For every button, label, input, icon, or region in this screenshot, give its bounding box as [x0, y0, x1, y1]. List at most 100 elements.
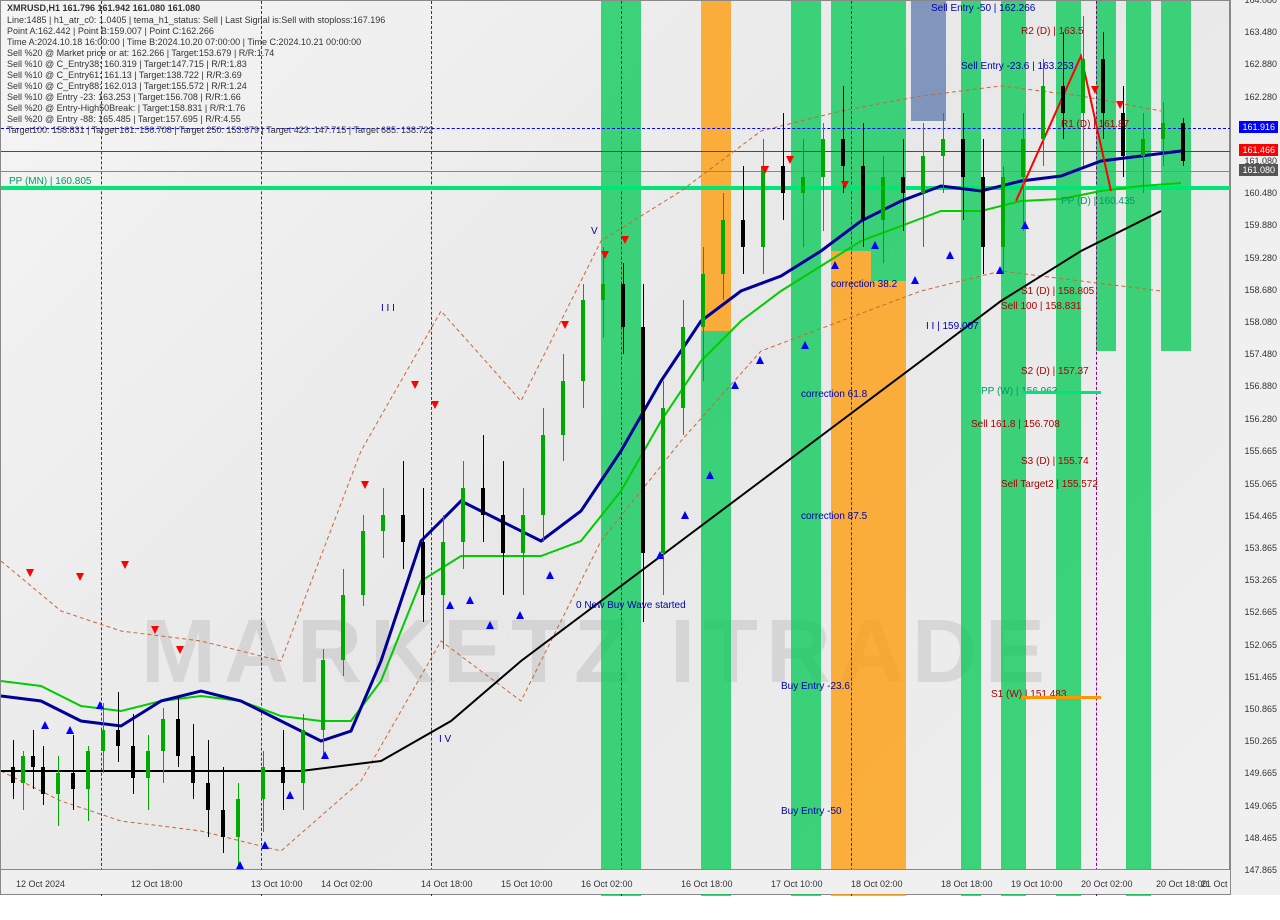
arrow-up-icon [871, 241, 879, 249]
green-zone [961, 1, 981, 896]
info-line: Sell %10 @ C_Entry88: 162.013 | Target:1… [7, 81, 247, 91]
candle-wick [58, 756, 59, 826]
candle-wick [883, 156, 884, 263]
candle-wick [383, 488, 384, 558]
info-line: Sell %20 @ Entry-High50Break: | Target:1… [7, 103, 245, 113]
arrow-down-icon [361, 481, 369, 489]
chart-annotation: correction 87.5 [801, 511, 867, 522]
candle-wick [423, 488, 424, 622]
arrow-down-icon [176, 646, 184, 654]
candle-wick [703, 247, 704, 381]
price-marker: 161.080 [1239, 164, 1278, 176]
chart-annotation: PP (D) | 160.435 [1061, 196, 1135, 207]
green-zone [1056, 1, 1081, 896]
time-tick: 15 Oct 10:00 [501, 879, 553, 889]
price-tick: 162.880 [1244, 59, 1277, 69]
time-tick: 20 Oct 02:00 [1081, 879, 1133, 889]
chart-container[interactable]: MARKETZ ITRADE PP (MN) | 160.805Sell Ent… [0, 0, 1230, 895]
arrow-down-icon [761, 166, 769, 174]
candle-wick [923, 123, 924, 246]
candle-wick [223, 767, 224, 853]
chart-annotation: Sell 100 | 158.831 [1001, 301, 1081, 312]
chart-annotation: Sell Entry -23.6 | 163.253 [961, 61, 1074, 72]
arrow-up-icon [911, 276, 919, 284]
candle-wick [983, 139, 984, 273]
candle-wick [403, 461, 404, 568]
candle-wick [463, 461, 464, 568]
blue-zone [911, 1, 946, 121]
candle-wick [1123, 86, 1124, 177]
candle-wick [483, 435, 484, 542]
time-tick: 12 Oct 18:00 [131, 879, 183, 889]
info-line: Time A:2024.10.18 16:00:00 | Time B:2024… [7, 37, 361, 47]
candle-wick [263, 751, 264, 831]
arrow-up-icon [466, 596, 474, 604]
price-tick: 149.665 [1244, 768, 1277, 778]
candle-wick [88, 746, 89, 821]
vertical-line [101, 1, 102, 896]
price-tick: 147.865 [1244, 865, 1277, 875]
arrow-up-icon [681, 511, 689, 519]
time-tick: 16 Oct 02:00 [581, 879, 633, 889]
arrow-up-icon [41, 721, 49, 729]
chart-annotation: R1 (D) | 161.87 [1061, 119, 1129, 130]
chart-annotation: Sell 161.8 | 156.708 [971, 419, 1060, 430]
arrow-down-icon [561, 321, 569, 329]
price-tick: 159.280 [1244, 253, 1277, 263]
price-tick: 163.480 [1244, 27, 1277, 37]
green-zone [871, 1, 906, 281]
arrow-down-icon [431, 401, 439, 409]
chart-annotation: S3 (D) | 155.74 [1021, 456, 1089, 467]
info-line: Target100: 158.831 | Target 161: 156.708… [7, 125, 434, 135]
chart-annotation: correction 61.8 [801, 389, 867, 400]
arrow-up-icon [756, 356, 764, 364]
arrow-up-icon [286, 791, 294, 799]
info-line: Line:1485 | h1_atr_c0: 1.0405 | tema_h1_… [7, 15, 385, 25]
candle-wick [583, 284, 584, 407]
candle-wick [323, 649, 324, 756]
arrow-down-icon [786, 156, 794, 164]
price-tick: 149.065 [1244, 801, 1277, 811]
candle-wick [783, 113, 784, 220]
chart-annotation: S1 (D) | 158.805 [1021, 286, 1094, 297]
chart-annotation: Buy Entry -23.6 [781, 681, 850, 692]
green-zone [791, 1, 821, 896]
vertical-line [621, 1, 622, 896]
info-line: Point A:162.442 | Point B:159.007 | Poin… [7, 26, 214, 36]
horizontal-line [1, 171, 1231, 172]
price-tick: 150.865 [1244, 704, 1277, 714]
candle-wick [1083, 16, 1084, 166]
candle-wick [763, 139, 764, 273]
price-tick: 156.880 [1244, 381, 1277, 391]
price-tick: 148.465 [1244, 833, 1277, 843]
candle-wick [193, 724, 194, 799]
chart-annotation: Buy Entry -50 [781, 806, 842, 817]
arrow-up-icon [656, 551, 664, 559]
info-line: Sell %20 @ Entry -88: 165.485 | Target:1… [7, 114, 241, 124]
arrow-down-icon [121, 561, 129, 569]
vertical-line [261, 1, 262, 896]
arrow-up-icon [261, 841, 269, 849]
green-zone [1096, 1, 1116, 351]
price-tick: 154.465 [1244, 511, 1277, 521]
arrow-down-icon [76, 573, 84, 581]
time-tick: 14 Oct 02:00 [321, 879, 373, 889]
vertical-line [851, 1, 852, 896]
chart-annotation: S2 (D) | 157.37 [1021, 366, 1089, 377]
candle-wick [13, 740, 14, 799]
candle-wick [563, 354, 564, 461]
candle-wick [683, 300, 684, 434]
candle-wick [303, 714, 304, 811]
chart-annotation: 0 New Buy Wave started [576, 600, 686, 611]
time-tick: 18 Oct 18:00 [941, 879, 993, 889]
arrow-up-icon [516, 611, 524, 619]
price-marker: 161.466 [1239, 144, 1278, 156]
price-tick: 153.865 [1244, 543, 1277, 553]
chart-annotation: R2 (D) | 163.5 [1021, 26, 1084, 37]
arrow-down-icon [26, 569, 34, 577]
arrow-up-icon [446, 601, 454, 609]
candle-wick [238, 783, 239, 869]
arrow-down-icon [1091, 86, 1099, 94]
chart-annotation: I V [439, 734, 451, 745]
candle-wick [148, 735, 149, 810]
